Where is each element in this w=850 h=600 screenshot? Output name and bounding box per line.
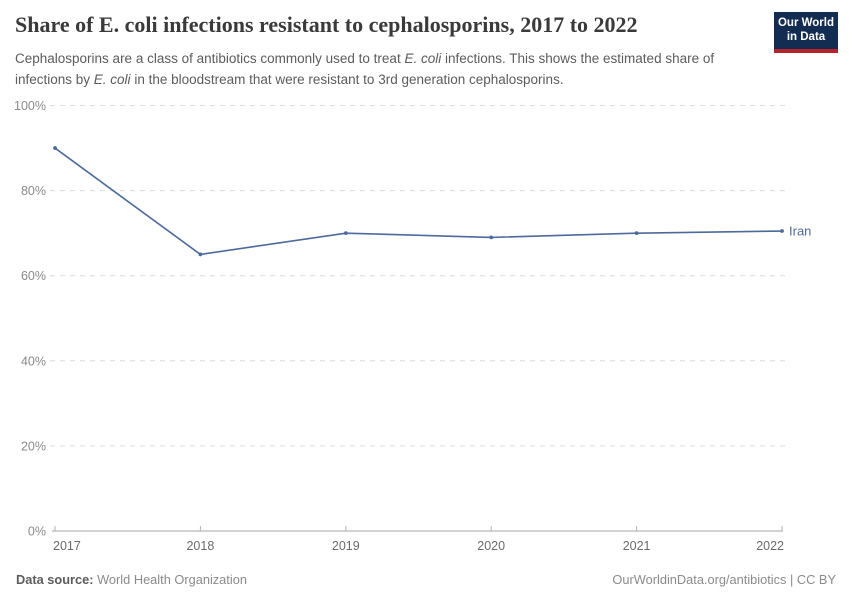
subtitle-italic-segment: E. coli — [93, 71, 131, 87]
data-source: Data source: World Health Organization — [16, 572, 247, 587]
credit-link[interactable]: OurWorldinData.org/antibiotics | CC BY — [612, 572, 836, 587]
owid-logo-line1: Our World — [777, 17, 834, 29]
y-axis-tick-label: 60% — [21, 269, 46, 283]
chart-footer: Data source: World Health Organization O… — [16, 572, 836, 587]
x-axis-tick-label: 2021 — [623, 539, 651, 553]
subtitle-italic-segment: E. coli — [404, 51, 442, 66]
data-source-value: World Health Organization — [93, 572, 247, 587]
data-source-label: Data source: — [16, 572, 94, 587]
x-axis-tick-label: 2018 — [186, 539, 214, 553]
x-axis-tick-label: 2022 — [756, 539, 784, 553]
subtitle-segment: Cephalosporins are a class of antibiotic… — [15, 51, 405, 66]
data-point — [198, 252, 203, 257]
data-point — [780, 229, 784, 233]
chart-subtitle: Cephalosporins are a class of antibiotic… — [15, 49, 730, 91]
series-end-label: Iran — [789, 224, 811, 239]
x-axis-tick-label: 2020 — [477, 539, 505, 553]
data-point — [489, 235, 494, 240]
chart-title: Share of E. coli infections resistant to… — [15, 12, 638, 37]
x-axis-tick-label: 2019 — [332, 539, 360, 553]
subtitle-segment: infections. This shows the estimated sha… — [15, 51, 715, 87]
owid-logo-line2: in Data — [786, 30, 826, 43]
data-point — [53, 146, 57, 150]
data-point — [343, 231, 348, 236]
subtitle-segment: in the bloodstream that were resistant t… — [130, 71, 564, 87]
x-axis-tick-label: 2017 — [53, 539, 81, 553]
y-axis-tick-label: 20% — [21, 439, 46, 453]
y-axis-tick-label: 40% — [21, 354, 46, 368]
data-line — [54, 147, 783, 256]
owid-logo[interactable]: Our World in Data — [774, 12, 838, 53]
line-chart[interactable]: 0% 20% 40% 60% 80% 100% 2017 2018 2019 2020 2021 20… — [0, 0, 850, 570]
y-axis-tick-label: 0% — [28, 525, 46, 539]
y-axis-tick-label: 80% — [21, 184, 46, 198]
y-axis-tick-label: 100% — [14, 99, 46, 113]
data-point — [634, 231, 639, 236]
